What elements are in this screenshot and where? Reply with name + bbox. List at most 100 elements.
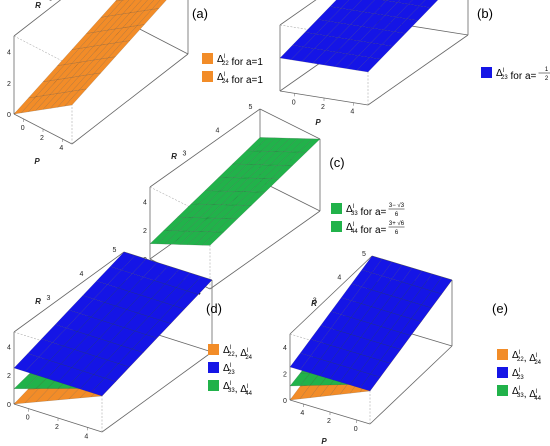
surface-cell (107, 0, 130, 17)
legend-swatch (481, 67, 492, 78)
panel-label: (d) (206, 301, 222, 316)
x-tick-label: 4 (300, 410, 304, 417)
r-tick-label: 4 (80, 271, 84, 278)
chart-panel-5: 4 2 0 0 2 4 3 4 5 P R (e) Δl 22, Δl 24 Δl 23 Δl 33, Δl 44 (283, 251, 542, 446)
x-tick-label: 2 (321, 104, 325, 111)
surface-blue (13, 251, 213, 397)
r-tick-label: 5 (362, 251, 366, 258)
legend-swatch (202, 71, 213, 82)
surface-cell (115, 0, 123, 2)
box-edge (149, 108, 261, 188)
box-edge (289, 255, 373, 335)
surface-cell (397, 0, 413, 5)
legend-text: Δl 33 for a= (346, 204, 387, 218)
surface-cell (144, 0, 161, 11)
legend-text: Δl 22, Δl 24 (512, 350, 542, 366)
legend-frac-num: 3+ √6 (389, 220, 405, 227)
surface-cell (351, 0, 375, 12)
z-tick-label: 2 (283, 372, 287, 379)
box-edge (71, 53, 189, 145)
surface-cell (408, 0, 426, 7)
z-tick-label: 2 (7, 81, 11, 88)
surface-cell (122, 0, 142, 15)
x-tick-label: 0 (354, 426, 358, 433)
y-axis-label: R (311, 299, 317, 308)
legend-swatch (497, 367, 508, 378)
legend-frac-num: 3− √3 (389, 202, 405, 209)
legend: Δl 22, Δl 24 Δl 23 Δl 33, Δl 44 (497, 349, 542, 402)
box-edge (259, 108, 321, 140)
r-tick-label: 3 (47, 295, 51, 302)
surface-cell (340, 0, 362, 11)
surface-cell (136, 0, 155, 12)
z-tick-label: 2 (7, 373, 11, 380)
legend: Δl 23 for a= 1 2 (481, 67, 550, 82)
box-edge (13, 251, 125, 333)
surface-cell (386, 0, 400, 3)
surface-cell (381, 0, 388, 1)
box-edge-front (149, 186, 211, 218)
legend-frac-den: 2 (545, 76, 549, 82)
legend-frac-num: 1 (545, 67, 549, 73)
surface-cell (431, 276, 453, 295)
x-tick-label: 2 (327, 418, 331, 425)
x-axis-label: P (321, 437, 327, 446)
r-tick-label: 4 (337, 274, 341, 281)
legend-swatch (208, 344, 219, 355)
surface-cell (298, 138, 321, 153)
surface-blue (279, 0, 439, 73)
panel-label: (e) (492, 301, 508, 316)
x-tick-label: 0 (21, 125, 25, 132)
x-tick-label: 0 (292, 99, 296, 106)
x-tick-label: 2 (40, 135, 44, 142)
legend-swatch (208, 362, 219, 373)
box-edge (369, 345, 453, 425)
x-tick-label: 4 (59, 145, 63, 152)
panel-label: (c) (329, 155, 344, 170)
surface-cell (129, 0, 148, 13)
legend-swatch (331, 221, 342, 232)
panel-label: (b) (477, 6, 493, 21)
surface-green (149, 137, 321, 246)
x-axis-label: P (34, 157, 40, 166)
legend-text: Δl 23 (512, 368, 524, 381)
legend-swatch (497, 349, 508, 360)
z-tick-label: 0 (7, 112, 11, 119)
box-edge (101, 351, 213, 433)
y-axis-label: R (35, 297, 41, 306)
box-edge (209, 210, 321, 290)
z-tick-label: 4 (7, 344, 11, 351)
y-axis-label: R (35, 1, 41, 10)
z-tick-label: 0 (283, 398, 287, 405)
x-tick-label: 4 (350, 109, 354, 116)
surface-cell (419, 0, 439, 8)
z-tick-label: 4 (283, 345, 287, 352)
legend: Δl 33 for a=3− √3 6 Δl 44 for a=3+ √6 6 (331, 202, 405, 236)
legend-text: Δl 33, Δl 44 (223, 381, 253, 397)
legend-text: Δl 33, Δl 44 (512, 386, 542, 402)
legend-text: Δl 23 (223, 363, 235, 376)
z-tick-label: 4 (143, 199, 147, 206)
surface-cell (100, 0, 123, 18)
z-tick-label: 4 (7, 50, 11, 57)
r-tick-label: 5 (113, 247, 117, 254)
box-edge (13, 0, 62, 37)
surface-cell (329, 0, 350, 9)
legend-swatch (497, 385, 508, 396)
legend-text: Δl 44 for a= (346, 222, 387, 236)
legend-text: Δl 24 for a=1 (217, 72, 263, 86)
x-tick-label: 2 (55, 424, 59, 431)
z-tick-label: 0 (7, 402, 11, 409)
box-edge (367, 34, 469, 106)
surface-cell (151, 0, 167, 10)
legend: Δl 22, Δl 24 Δl 23 Δl 33, Δl 44 (208, 344, 253, 397)
y-axis-label: R (171, 152, 177, 161)
